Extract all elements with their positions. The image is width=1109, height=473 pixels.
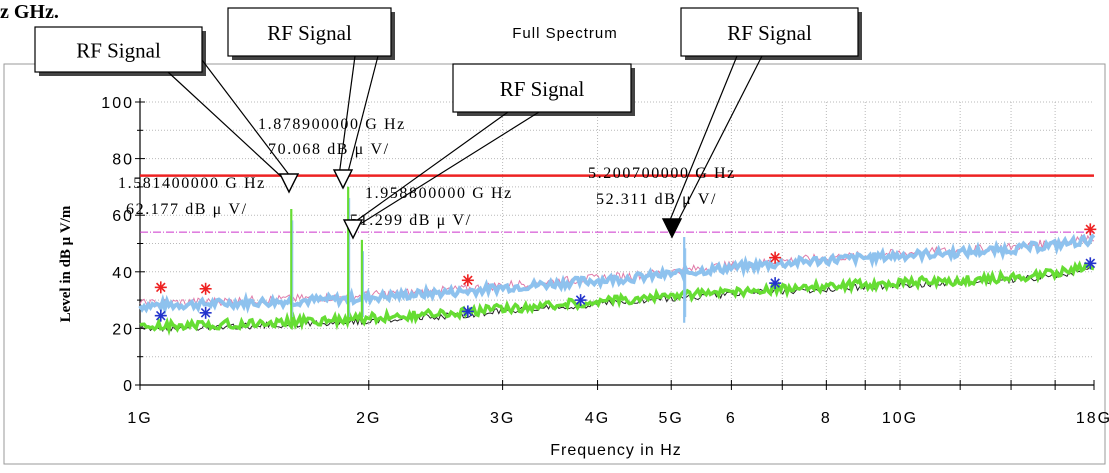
marker-stroke <box>463 275 473 286</box>
callout-pointer <box>356 111 540 227</box>
traces <box>138 233 1096 337</box>
marker-stroke <box>1085 224 1096 235</box>
callout-pointer <box>346 55 379 177</box>
annotation-frequency: 5.200700000 G Hz <box>588 165 736 182</box>
marker-peak <box>1084 223 1097 236</box>
frequency-annotations: 1.581400000 G Hz 62.177 dB μ V/1.87890000… <box>118 116 736 229</box>
rf-signal-callout: RF Signal <box>227 7 395 190</box>
y-tick-label: 80 <box>112 152 134 169</box>
marker-average <box>461 305 474 318</box>
y-tick-label: 0 <box>123 378 134 395</box>
callout-pointer <box>338 55 356 177</box>
marker-stroke <box>155 310 166 321</box>
x-tick-label: 5G <box>659 410 684 427</box>
y-axis-label: Level in dB μ V/m <box>58 205 74 322</box>
marker-stroke <box>1085 258 1096 269</box>
y-tick-label: 100 <box>101 95 134 112</box>
marker-average <box>574 294 587 307</box>
callout-label: RF Signal <box>500 77 585 101</box>
marker-stroke <box>770 278 780 288</box>
annotation-level: 52.311 dB μ V/ <box>596 191 717 208</box>
callout-box <box>452 63 632 113</box>
peak-trace-blue <box>138 233 1096 316</box>
x-tick-label: 1G <box>127 410 152 427</box>
callout-label: RF Signal <box>267 21 352 45</box>
rf-signal-callout: RF Signal <box>661 7 862 239</box>
marker-stroke <box>770 252 780 263</box>
callout-pointer <box>201 59 294 181</box>
peak-trace-pink <box>139 233 1094 309</box>
callout-label: RF Signal <box>76 39 161 63</box>
chart-frame <box>3 63 1106 465</box>
callout-box <box>680 7 859 57</box>
header-fragment: z GHz. <box>0 1 59 23</box>
callout-label: RF Signal <box>727 21 812 45</box>
callout-arrowhead <box>278 173 300 194</box>
axes <box>135 98 1095 390</box>
rf-signal-callouts: RF Signal RF Signal RF Signal RF Signal <box>34 7 862 240</box>
y-tick-label: 40 <box>112 265 134 282</box>
callout-pointer <box>167 71 286 181</box>
annotation-frequency: 1.581400000 G Hz <box>118 175 266 192</box>
chart-title: Full Spectrum <box>512 25 618 42</box>
x-tick-label: 4G <box>585 410 610 427</box>
callout-box <box>227 7 392 57</box>
annotation-frequency: 1.878900000 G Hz <box>258 116 406 133</box>
marker-average <box>769 277 782 290</box>
markers <box>154 223 1097 322</box>
marker-average <box>1084 257 1097 270</box>
annotation-level: 70.068 dB μ V/ <box>268 141 390 158</box>
x-tick-label: 3G <box>490 410 515 427</box>
annotation-frequency: 1.958800000 G Hz <box>365 185 513 202</box>
x-axis-label: Frequency in Hz <box>550 442 682 459</box>
signal-spikes <box>290 186 687 323</box>
callout-arrowhead <box>661 218 683 239</box>
marker-stroke <box>155 282 166 293</box>
x-tick-label: 2G <box>356 410 381 427</box>
x-tick-label: 18G <box>1076 410 1109 427</box>
x-tick-label: 10G <box>882 410 918 427</box>
callout-box <box>34 26 203 73</box>
marker-peak <box>154 281 167 294</box>
average-trace-green <box>139 260 1095 337</box>
callout-pointer <box>667 55 738 226</box>
marker-stroke <box>200 308 211 318</box>
callout-pointer <box>675 55 763 226</box>
rf-signal-callout: RF Signal <box>34 26 300 194</box>
annotation-level: 51.299 dB μ V/ <box>350 212 472 229</box>
callout-pointer <box>348 111 509 227</box>
annotation-level: 62.177 dB μ V/ <box>126 201 248 218</box>
marker-stroke <box>575 295 586 305</box>
callout-arrowhead <box>332 169 354 190</box>
marker-peak <box>461 274 474 287</box>
x-tick-label: 8 <box>821 410 832 427</box>
callout-arrowhead <box>342 219 364 240</box>
marker-stroke <box>200 283 211 294</box>
limit-lines <box>140 174 1094 233</box>
y-tick-label: 20 <box>112 321 134 338</box>
marker-average <box>199 306 212 319</box>
rf-signal-callout: RF Signal <box>342 63 635 240</box>
y-tick-label: 60 <box>112 208 134 225</box>
x-tick-label: 6 <box>726 410 737 427</box>
marker-average <box>154 309 167 322</box>
tick-labels: 0 20 40 60 80 100 1G 2G 3G 4G 5G 6 8 10G 18G <box>101 95 1109 427</box>
marker-peak <box>769 251 782 264</box>
marker-peak <box>199 282 212 295</box>
marker-stroke <box>463 306 473 317</box>
